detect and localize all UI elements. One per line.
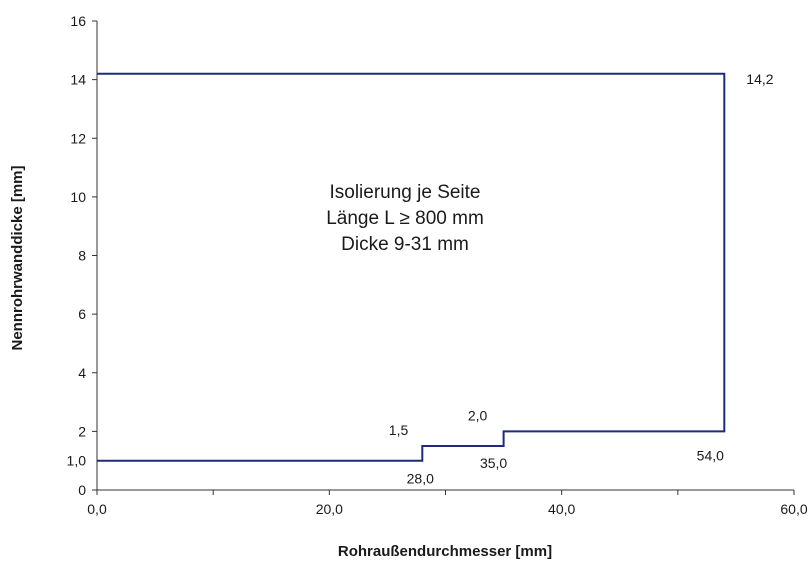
data-label: 28,0 xyxy=(407,471,434,487)
x-tick-label: 20,0 xyxy=(316,501,343,517)
y-tick-label: 16 xyxy=(70,13,86,29)
x-axis-label: Rohraußendurchmesser [mm] xyxy=(338,543,552,560)
data-label: 2,0 xyxy=(468,407,488,423)
center-text-line: Länge L ≥ 800 mm xyxy=(326,208,484,229)
axes xyxy=(96,21,794,491)
x-ticks: 0,0 20,0 40,0 60,0 xyxy=(87,490,808,517)
center-text: Isolierung je Seite Länge L ≥ 800 mm Dicke… xyxy=(326,182,484,255)
data-label: 1,5 xyxy=(389,422,409,438)
y-tick-label: 8 xyxy=(78,248,86,264)
center-text-line: Dicke 9-31 mm xyxy=(341,234,469,255)
y-tick-label: 6 xyxy=(78,306,86,322)
x-tick-label: 0,0 xyxy=(87,501,107,517)
series-line xyxy=(97,72,726,462)
data-label: 14,2 xyxy=(746,71,773,87)
x-tick-label: 40,0 xyxy=(548,501,575,517)
annotations: 1,0 1,5 28,0 2,0 35,0 54,0 14,2 xyxy=(67,71,774,487)
center-text-line: Isolierung je Seite xyxy=(329,182,480,203)
data-label: 54,0 xyxy=(697,447,724,463)
data-label: 35,0 xyxy=(480,455,507,471)
x-tick-label: 60,0 xyxy=(780,501,807,517)
y-tick-label: 0 xyxy=(78,482,86,498)
y-ticks: 0 2 4 6 8 10 12 14 16 xyxy=(70,13,97,498)
y-tick-label: 2 xyxy=(78,423,86,439)
plot-area xyxy=(97,72,726,462)
y-tick-label: 4 xyxy=(78,365,86,381)
y-tick-label: 12 xyxy=(70,130,86,146)
y-tick-label: 10 xyxy=(70,189,86,205)
data-label: 1,0 xyxy=(67,453,87,469)
y-axis-label: Nennrohrwanddicke [mm] xyxy=(9,165,26,350)
y-tick-label: 14 xyxy=(70,72,86,88)
